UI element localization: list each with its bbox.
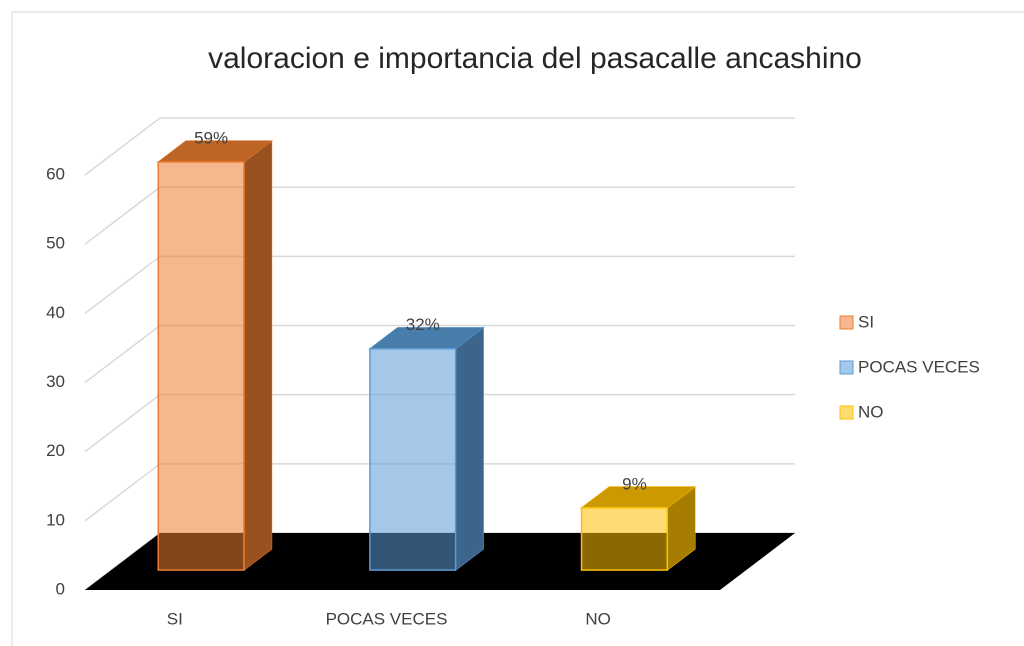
y-tick-label: 10 bbox=[46, 510, 65, 529]
y-tick-label: 40 bbox=[46, 303, 65, 322]
bar-side-shade bbox=[455, 327, 484, 571]
legend-swatch bbox=[839, 360, 854, 375]
y-tick-label: 30 bbox=[46, 372, 65, 391]
chart-title: valoracion e importancia del pasacalle a… bbox=[208, 42, 862, 75]
x-tick-label: POCAS VECES bbox=[326, 609, 448, 628]
x-tick-label: NO bbox=[585, 609, 611, 628]
bar-top-shade bbox=[158, 140, 272, 162]
x-tick-label: SI bbox=[167, 609, 183, 628]
y-tick-label: 0 bbox=[56, 579, 65, 598]
bar bbox=[157, 161, 245, 571]
bar-side-shade bbox=[243, 140, 272, 571]
value-label: 9% bbox=[622, 474, 647, 493]
legend-label: SI bbox=[858, 312, 874, 331]
legend-label: POCAS VECES bbox=[858, 357, 980, 376]
y-tick-label: 20 bbox=[46, 441, 65, 460]
value-label: 32% bbox=[406, 315, 440, 334]
bar bbox=[369, 347, 457, 571]
legend-swatch bbox=[839, 315, 854, 330]
bar bbox=[580, 507, 669, 571]
y-tick-label: 60 bbox=[46, 164, 65, 183]
value-label: 59% bbox=[194, 128, 228, 147]
legend-label: NO bbox=[858, 402, 884, 421]
bar-top-shade bbox=[369, 327, 484, 349]
y-tick-label: 50 bbox=[46, 234, 65, 253]
legend-swatch bbox=[839, 405, 854, 420]
grid-line bbox=[84, 117, 795, 176]
bar-side-shade bbox=[667, 486, 696, 571]
bar-top-shade bbox=[581, 486, 696, 508]
